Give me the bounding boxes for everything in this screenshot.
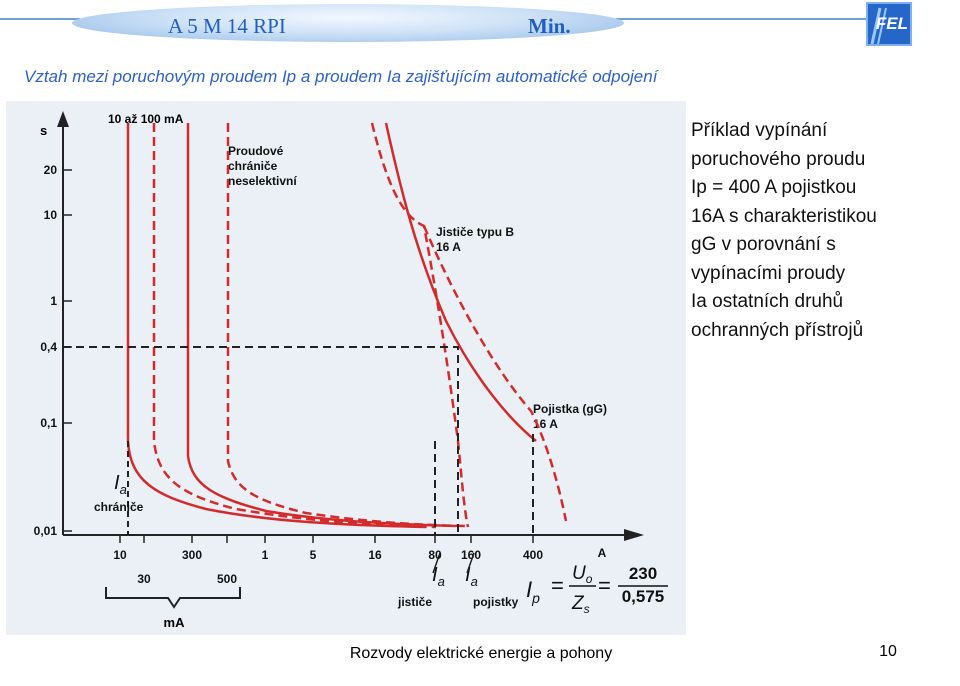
y-tick-0-1: 0,1 <box>40 416 57 430</box>
header-line-right <box>616 18 866 20</box>
ia-chranice-text: chrániče <box>94 500 144 514</box>
ia-jistice-pointer <box>432 552 441 574</box>
mcb-curve-left <box>370 122 470 528</box>
description-line: Ia ostatních druhů <box>691 291 844 312</box>
formula-eq-1: = <box>551 573 564 598</box>
x-tick-160: 160 <box>461 548 481 562</box>
mcb-label-line-2: 16 A <box>436 240 461 254</box>
rcd-label-line-3: neselektivní <box>228 174 297 188</box>
footer-course-name: Rozvody elektrické energie a pohony <box>349 645 613 662</box>
tripping-characteristic-diagram: s 20 10 1 0,4 0,1 0,01 10 300 1 5 16 80 … <box>6 101 686 635</box>
rcd-range-label: 10 až 100 mA <box>108 112 184 126</box>
header-banner <box>72 4 624 42</box>
description-line: ochranných přístrojů <box>691 319 864 341</box>
formula-lhs: Ip <box>526 577 540 606</box>
ia-chranice-symbol: Ia <box>114 472 127 497</box>
x-tick-16: 16 <box>368 548 382 562</box>
rcd-curve-300ma <box>186 123 457 528</box>
description-line: 16A s charakteristikou <box>691 205 877 227</box>
y-unit-label: s <box>40 123 47 138</box>
course-code: A 5 M 14 RPI <box>168 14 286 38</box>
y-tick-0-01: 0,01 <box>34 524 58 538</box>
y-axis-arrow-icon <box>57 111 69 127</box>
mcb-label-line-1: Jističe typu B <box>436 225 514 239</box>
description-line: Ip = 400 A pojistkou <box>691 177 857 198</box>
mcb-curve-right <box>422 225 568 522</box>
ia-pojistky-text: pojistky <box>473 595 519 609</box>
page-title: Vztah mezi poruchovým proudem Ip a proud… <box>24 67 658 86</box>
ia-jistice-text: jističe <box>397 595 432 609</box>
y-tick-20: 20 <box>44 163 58 177</box>
y-tick-10: 10 <box>44 208 58 222</box>
rcd-curve-10ma <box>126 123 427 529</box>
x-tick-500: 500 <box>217 572 237 586</box>
page-number: 10 <box>879 643 897 660</box>
x-tick-1: 1 <box>262 548 269 562</box>
header-line-left <box>0 18 80 20</box>
ia-pojistky-symbol: Ia <box>465 564 478 589</box>
ia-pojistky-pointer <box>466 552 475 574</box>
y-tick-1: 1 <box>50 294 57 308</box>
ma-label: mA <box>164 615 186 630</box>
rcd-curve-500ma-dashed <box>226 123 467 528</box>
y-tick-0-4: 0,4 <box>40 340 57 354</box>
ma-range-brace <box>105 587 241 609</box>
fuse-gg-curve <box>384 122 537 442</box>
formula-eq-2: = <box>598 573 611 598</box>
description-text: Příklad vypínání poruchového proudu Ip =… <box>691 117 953 345</box>
formula-num-value: 230 <box>629 564 657 583</box>
formula-den-value: 0,575 <box>622 587 665 606</box>
fel-logo: FEL <box>866 2 912 46</box>
formula-den: Zs <box>571 593 590 616</box>
formula-num: Uo <box>572 563 593 586</box>
x-tick-300: 300 <box>182 548 202 562</box>
rcd-label-line-1: Proudové <box>228 144 284 158</box>
description-line: Příklad vypínání <box>691 120 828 141</box>
logo-text: FEL <box>875 14 908 33</box>
rcd-curve-30ma-dashed <box>152 123 437 529</box>
x-tick-400: 400 <box>523 548 543 562</box>
x-axis-arrow-icon <box>624 529 644 541</box>
ref-line-0-4s <box>63 346 459 535</box>
ia-jistice-symbol: Ia <box>432 564 445 589</box>
description-line: gG v porovnání s <box>691 234 836 255</box>
logo-stripes-icon <box>870 7 887 44</box>
description-line: poruchového proudu <box>691 148 866 170</box>
fuse-label-line-1: Pojistka (gG) <box>533 402 607 416</box>
x-tick-5: 5 <box>310 548 317 562</box>
header-min-label: Min. <box>528 14 571 38</box>
rcd-label-line-2: chrániče <box>228 159 278 173</box>
description-line: vypínacími proudy <box>691 262 846 284</box>
x-unit-label: A <box>598 546 607 560</box>
x-tick-10: 10 <box>113 548 127 562</box>
x-tick-30: 30 <box>137 572 151 586</box>
